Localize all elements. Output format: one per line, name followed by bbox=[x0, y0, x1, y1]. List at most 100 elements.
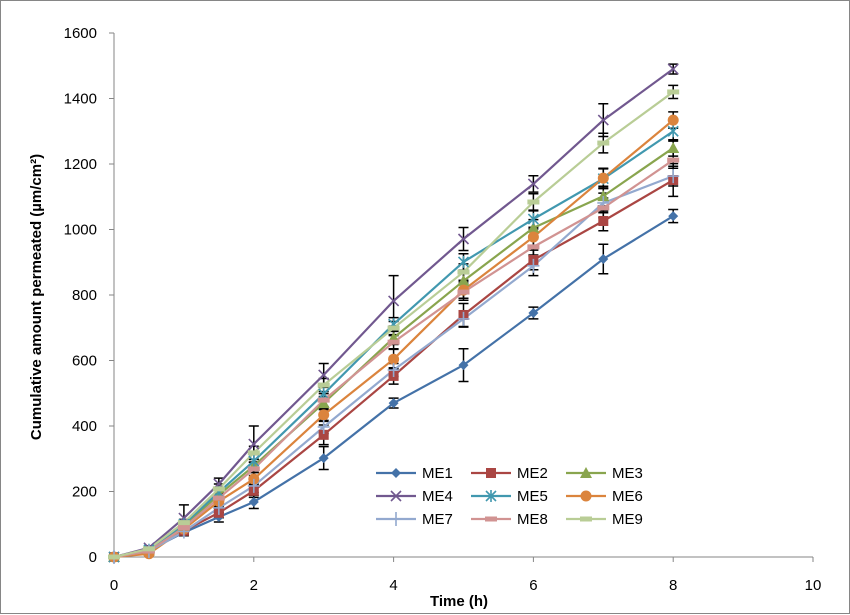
y-tick-label: 800 bbox=[72, 287, 97, 304]
legend-item-me3: ME3 bbox=[566, 465, 643, 482]
data-point-me6 bbox=[527, 231, 539, 243]
data-point-me4 bbox=[248, 438, 260, 450]
data-point-me8 bbox=[527, 244, 540, 250]
legend-label: ME1 bbox=[422, 465, 453, 482]
data-point-me9 bbox=[457, 269, 470, 275]
data-point-me3 bbox=[667, 141, 680, 153]
data-point-me1 bbox=[528, 308, 539, 319]
legend-label: ME3 bbox=[612, 465, 643, 482]
data-point-me5 bbox=[457, 255, 470, 268]
data-point-me3 bbox=[457, 274, 470, 286]
data-point-me5 bbox=[248, 455, 260, 468]
legend-label: ME6 bbox=[612, 488, 643, 505]
legend-marker bbox=[580, 516, 592, 522]
series-markers bbox=[108, 63, 680, 564]
legend-label: ME2 bbox=[517, 465, 548, 482]
data-point-me4 bbox=[667, 63, 679, 75]
data-point-me7 bbox=[212, 500, 225, 515]
data-point-me8 bbox=[212, 495, 225, 501]
legend-item-me7: ME7 bbox=[376, 511, 453, 528]
legend: ME1 ME2 ME3 ME4 ME5 ME6 ME7 ME8 ME9 bbox=[376, 465, 643, 528]
data-point-me8 bbox=[667, 157, 680, 163]
x-tick-label: 0 bbox=[110, 577, 118, 594]
data-point-me8 bbox=[387, 339, 400, 345]
x-tick-label: 4 bbox=[389, 577, 397, 594]
legend-label: ME4 bbox=[422, 488, 453, 505]
legend-marker bbox=[485, 516, 497, 522]
x-axis-title: Time (h) bbox=[430, 593, 488, 610]
data-point-me4 bbox=[527, 178, 539, 190]
data-point-me9 bbox=[667, 89, 680, 95]
data-point-me9 bbox=[108, 554, 120, 560]
legend-item-me5: ME5 bbox=[471, 488, 548, 505]
x-tick-label: 10 bbox=[805, 577, 822, 594]
data-point-me1 bbox=[318, 453, 329, 464]
data-point-me6 bbox=[388, 353, 400, 365]
data-point-me7 bbox=[317, 419, 330, 434]
data-point-me8 bbox=[177, 525, 190, 531]
data-point-me9 bbox=[247, 450, 260, 456]
data-point-me4 bbox=[318, 369, 330, 381]
y-tick-label: 400 bbox=[72, 418, 97, 435]
data-point-me8 bbox=[457, 289, 470, 295]
y-tick-label: 200 bbox=[72, 484, 97, 501]
legend-item-me1: ME1 bbox=[376, 465, 453, 482]
legend-marker bbox=[390, 512, 402, 526]
legend-label: ME8 bbox=[517, 511, 548, 528]
legend-item-me9: ME9 bbox=[566, 511, 643, 528]
data-point-me1 bbox=[248, 496, 259, 507]
legend-label: ME7 bbox=[422, 511, 453, 528]
y-tick-label: 1400 bbox=[64, 91, 97, 108]
legend-marker bbox=[485, 490, 497, 502]
data-point-me1 bbox=[668, 211, 679, 222]
data-point-me7 bbox=[247, 478, 260, 493]
legend-marker bbox=[390, 490, 402, 502]
data-point-me8 bbox=[317, 397, 330, 403]
x-tick-label: 2 bbox=[250, 577, 258, 594]
data-point-me6 bbox=[667, 114, 679, 126]
legend-item-me2: ME2 bbox=[471, 465, 548, 482]
legend-marker bbox=[486, 468, 496, 478]
y-tick-label: 1600 bbox=[64, 25, 97, 42]
data-point-me7 bbox=[387, 362, 400, 377]
data-point-me7 bbox=[527, 258, 540, 273]
data-point-me1 bbox=[598, 253, 609, 264]
data-point-me9 bbox=[177, 520, 190, 526]
y-tick-label: 0 bbox=[89, 549, 97, 566]
data-point-me9 bbox=[387, 325, 400, 331]
data-point-me2 bbox=[318, 429, 329, 440]
data-point-me9 bbox=[527, 199, 540, 205]
data-point-me7 bbox=[457, 311, 470, 326]
legend-label: ME9 bbox=[612, 511, 643, 528]
legend-label: ME5 bbox=[517, 488, 548, 505]
data-point-me4 bbox=[597, 114, 609, 126]
legend-marker bbox=[391, 468, 401, 478]
y-tick-label: 1200 bbox=[64, 156, 97, 173]
data-point-me1 bbox=[458, 360, 469, 371]
x-tick-label: 6 bbox=[529, 577, 537, 594]
data-point-me9 bbox=[212, 486, 225, 492]
x-tick-label: 8 bbox=[669, 577, 677, 594]
legend-marker bbox=[580, 467, 592, 478]
data-point-me6 bbox=[597, 172, 609, 184]
y-tick-label: 1000 bbox=[64, 222, 97, 239]
data-point-me7 bbox=[667, 169, 680, 184]
y-axis-title: Cumulative amount permeated (µm/cm²) bbox=[28, 154, 45, 440]
axes: 0 200 400 600 800 1000 1200 1400 1600 0 2 4 6 8 10 bbox=[64, 25, 822, 594]
data-point-me1 bbox=[388, 398, 399, 409]
data-point-me3 bbox=[527, 221, 540, 233]
legend-item-me8: ME8 bbox=[471, 511, 548, 528]
data-point-me2 bbox=[598, 215, 609, 226]
data-point-me6 bbox=[318, 409, 330, 421]
data-point-me9 bbox=[317, 382, 330, 388]
legend-marker bbox=[580, 490, 592, 502]
legend-item-me6: ME6 bbox=[566, 488, 643, 505]
legend-item-me4: ME4 bbox=[376, 488, 453, 505]
data-point-me9 bbox=[142, 546, 155, 552]
data-point-me9 bbox=[597, 140, 610, 146]
data-point-me4 bbox=[388, 295, 400, 307]
data-point-me5 bbox=[667, 125, 679, 138]
data-point-me4 bbox=[457, 233, 470, 245]
